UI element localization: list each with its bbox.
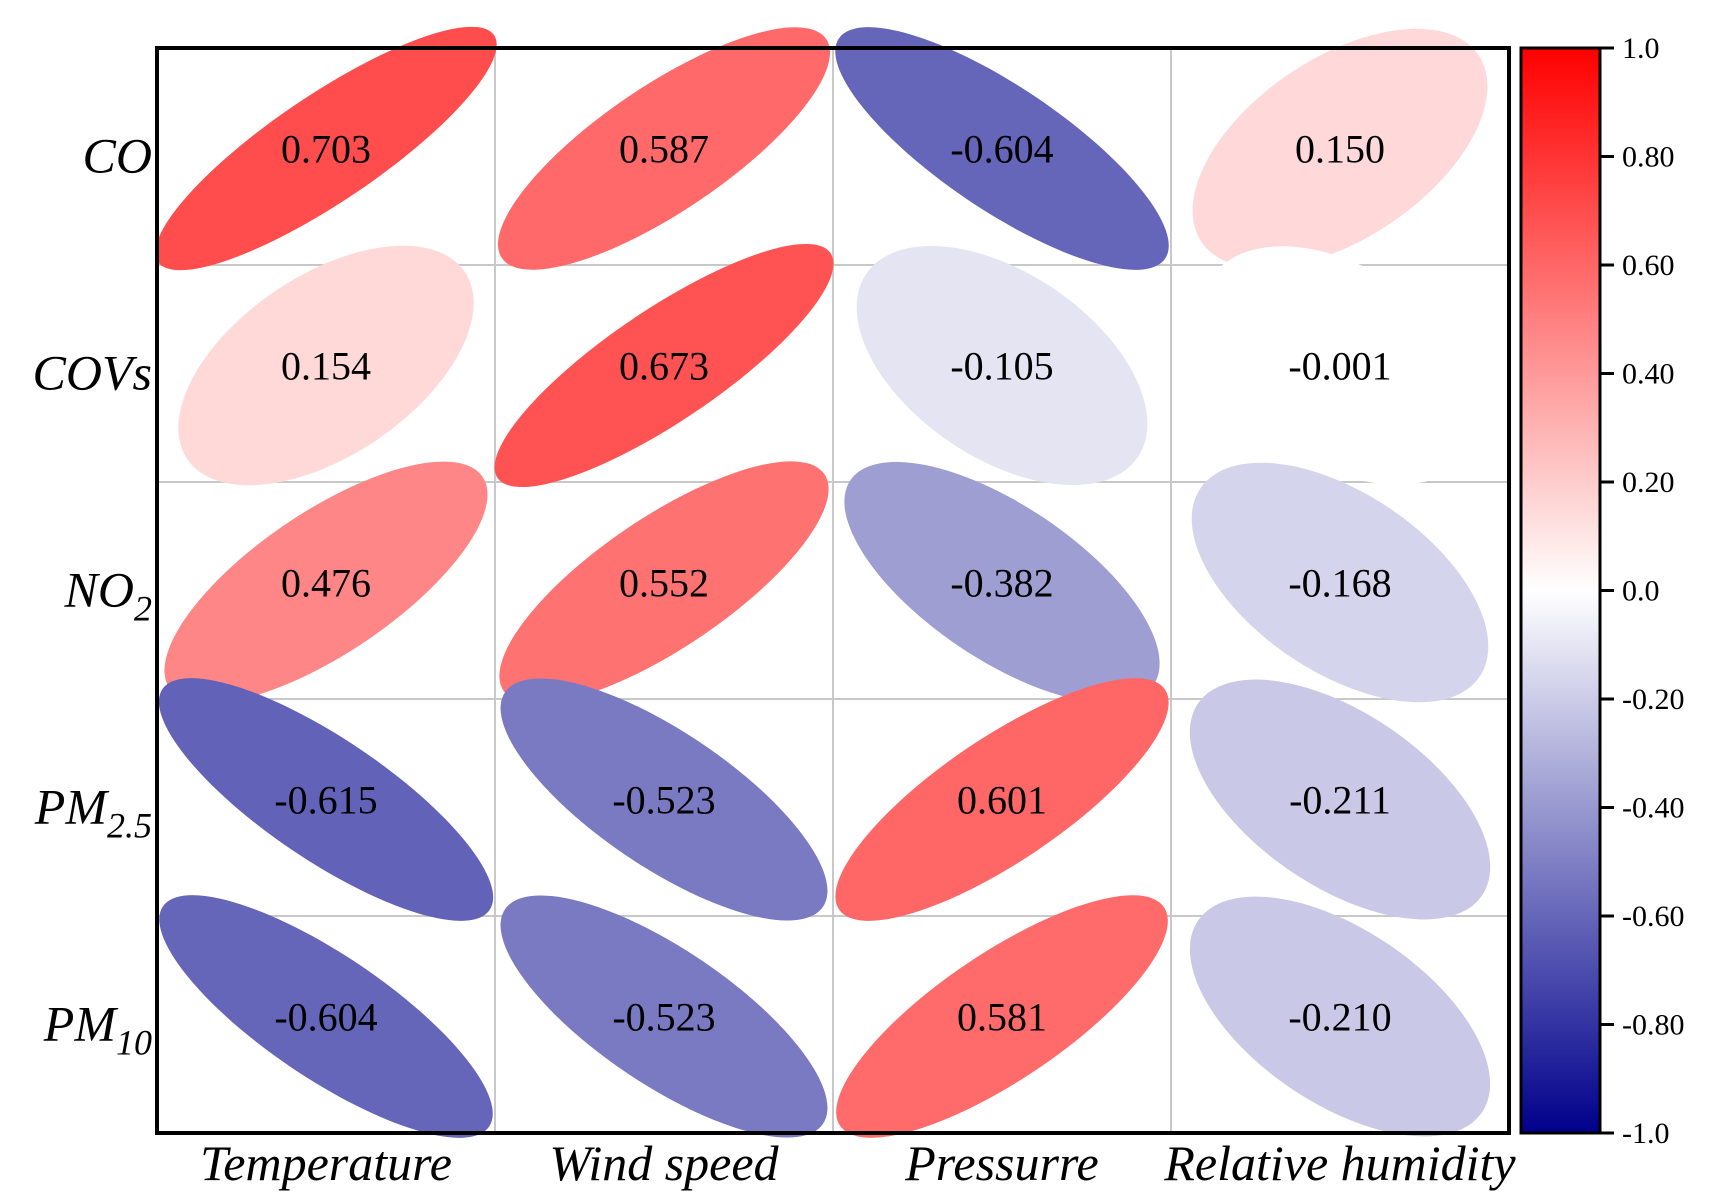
correlation-ellipse	[500, 895, 828, 1138]
column-label: Wind speed	[549, 1135, 779, 1191]
cell-value: -0.105	[950, 344, 1053, 389]
cell-value: 0.601	[957, 778, 1047, 823]
colorbar-tick-label: 0.80	[1622, 141, 1675, 174]
colorbar-tick-label: 0.0	[1622, 575, 1660, 608]
row-labels: CO COVs NO2 PM2.5 PM10	[33, 128, 152, 1063]
cell-value: -0.523	[612, 778, 715, 823]
row-label: PM2.5	[34, 779, 152, 846]
correlation-ellipse	[835, 27, 1169, 270]
colorbar-tick-label: -0.40	[1622, 792, 1685, 825]
correlation-ellipse	[856, 245, 1148, 486]
correlation-ellipses	[155, 26, 1491, 1138]
cell-value: -0.382	[950, 561, 1053, 606]
correlation-ellipse	[494, 243, 834, 488]
row-label: COVs	[33, 345, 152, 401]
correlation-ellipse	[835, 678, 1169, 921]
cell-value: -0.001	[1288, 344, 1391, 389]
plot-frame	[155, 46, 1511, 1135]
colorbar-tick-label: -0.20	[1622, 683, 1685, 716]
correlation-ellipse	[844, 461, 1160, 704]
cell-value-labels: 0.703 0.587 -0.604 0.150 0.154 0.673 -0.105 -0.…	[274, 127, 1391, 1040]
colorbar-tick-label: -1.0	[1622, 1117, 1670, 1150]
cell-value: -0.604	[950, 127, 1053, 172]
row-label: CO	[83, 128, 152, 184]
cell-value: 0.587	[619, 127, 709, 172]
cell-value: 0.673	[619, 344, 709, 389]
correlation-ellipse	[164, 461, 488, 704]
colorbar-tick-label: 0.60	[1622, 249, 1675, 282]
cell-value: -0.604	[274, 995, 377, 1040]
cell-value: 0.150	[1295, 127, 1385, 172]
correlation-ellipse	[1192, 28, 1488, 269]
cell-value: -0.168	[1288, 561, 1391, 606]
cell-value: -0.523	[612, 995, 715, 1040]
correlation-ellipse	[1191, 462, 1489, 703]
colorbar	[1519, 46, 1602, 1135]
correlation-ellipse	[499, 461, 829, 704]
colorbar-tick-label: -0.80	[1622, 1009, 1685, 1042]
cell-value: 0.581	[957, 995, 1047, 1040]
correlation-ellipse	[1189, 896, 1491, 1137]
correlation-ellipse	[158, 678, 494, 921]
correlation-ellipse	[836, 895, 1168, 1138]
column-labels: Temperature Wind speed Pressurre Relative h…	[200, 1135, 1516, 1191]
cell-value: -0.211	[1289, 778, 1391, 823]
column-label: Relative humidity	[1163, 1135, 1516, 1191]
correlation-ellipse	[500, 678, 828, 921]
correlation-ellipse	[1199, 246, 1481, 485]
colorbar-ticks: 1.0 0.80 0.60 0.40 0.20 0.0 -0.20 -0.40 -0.60 -0.…	[1600, 32, 1685, 1150]
correlation-ellipse	[497, 27, 831, 270]
row-label: NO2	[64, 562, 152, 629]
cell-value: 0.476	[281, 561, 371, 606]
colorbar-tick-label: -0.60	[1622, 900, 1685, 933]
cell-value: 0.552	[619, 561, 709, 606]
column-label: Pressurre	[904, 1135, 1099, 1191]
colorbar-tick-label: 0.40	[1622, 358, 1675, 391]
cell-value: 0.154	[281, 344, 371, 389]
cell-value: 0.703	[281, 127, 371, 172]
correlation-ellipse	[1189, 679, 1491, 920]
colorbar-tick-label: 0.20	[1622, 466, 1675, 499]
column-label: Temperature	[200, 1135, 452, 1191]
correlation-ellipse	[155, 26, 497, 271]
cell-value: -0.615	[274, 778, 377, 823]
correlation-ellipse	[178, 245, 474, 486]
row-label: PM10	[43, 996, 152, 1063]
colorbar-tick-label: 1.0	[1622, 32, 1660, 65]
correlation-ellipse	[159, 895, 493, 1138]
cell-value: -0.210	[1288, 995, 1391, 1040]
